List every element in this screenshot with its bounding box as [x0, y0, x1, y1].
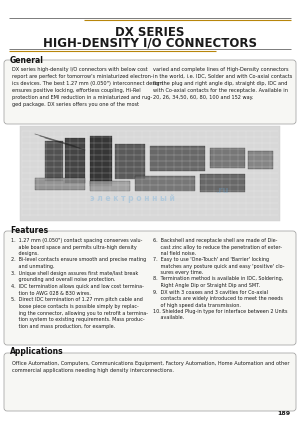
Text: Office Automation, Computers, Communications Equipment, Factory Automation, Home: Office Automation, Computers, Communicat… — [12, 361, 290, 373]
Text: 1.  1.27 mm (0.050") contact spacing conserves valu-
     able board space and p: 1. 1.27 mm (0.050") contact spacing cons… — [11, 238, 142, 256]
Bar — [135, 176, 195, 191]
Text: 3.  Unique shell design assures first mate/last break
     grounding and overall: 3. Unique shell design assures first mat… — [11, 270, 138, 282]
Bar — [65, 138, 85, 183]
Bar — [45, 141, 63, 181]
Bar — [210, 148, 245, 168]
Bar — [35, 178, 85, 190]
Text: 10. Shielded Plug-in type for interface between 2 Units
     available.: 10. Shielded Plug-in type for interface … — [153, 309, 287, 320]
Text: 7.  Easy to use 'One-Touch' and 'Barrier' locking
     matches any posture quick: 7. Easy to use 'One-Touch' and 'Barrier'… — [153, 257, 284, 275]
Text: 8.  Termination method is available in IDC, Soldering,
     Right Angle Dip or S: 8. Termination method is available in ID… — [153, 276, 283, 288]
Text: Applications: Applications — [10, 347, 64, 356]
Text: Features: Features — [10, 226, 48, 235]
Text: 189: 189 — [277, 411, 290, 416]
Text: HIGH-DENSITY I/O CONNECTORS: HIGH-DENSITY I/O CONNECTORS — [43, 36, 257, 49]
Text: DX SERIES: DX SERIES — [115, 26, 185, 39]
Text: 9.  DX with 3 coaxes and 3 cavities for Co-axial
     contacts are widely introd: 9. DX with 3 coaxes and 3 cavities for C… — [153, 289, 283, 308]
Text: э л е к т р о н н ы й: э л е к т р о н н ы й — [90, 194, 175, 203]
Text: 2.  Bi-level contacts ensure smooth and precise mating
     and unmating.: 2. Bi-level contacts ensure smooth and p… — [11, 257, 146, 269]
Text: DX series high-density I/O connectors with below cost
report are perfect for tom: DX series high-density I/O connectors wi… — [12, 67, 163, 107]
Bar — [115, 144, 145, 179]
Bar — [248, 151, 273, 169]
Text: 6.  Backshell and receptacle shell are made of Die-
     cast zinc alloy to redu: 6. Backshell and receptacle shell are ma… — [153, 238, 282, 256]
Bar — [90, 181, 130, 191]
Bar — [150, 146, 205, 171]
Text: General: General — [10, 56, 44, 65]
Bar — [20, 126, 280, 221]
FancyBboxPatch shape — [4, 60, 296, 124]
FancyBboxPatch shape — [4, 353, 296, 411]
Bar — [200, 174, 245, 192]
FancyBboxPatch shape — [4, 231, 296, 345]
Text: 5.  Direct IDC termination of 1.27 mm pitch cable and
     loose piece contacts : 5. Direct IDC termination of 1.27 mm pit… — [11, 298, 148, 329]
Text: 4.  IDC termination allows quick and low cost termina-
     tion to AWG 028 & B3: 4. IDC termination allows quick and low … — [11, 284, 144, 296]
Text: .ru: .ru — [215, 186, 229, 195]
Bar — [90, 136, 112, 186]
Text: varied and complete lines of High-Density connectors
in the world, i.e. IDC, Sol: varied and complete lines of High-Densit… — [153, 67, 292, 100]
